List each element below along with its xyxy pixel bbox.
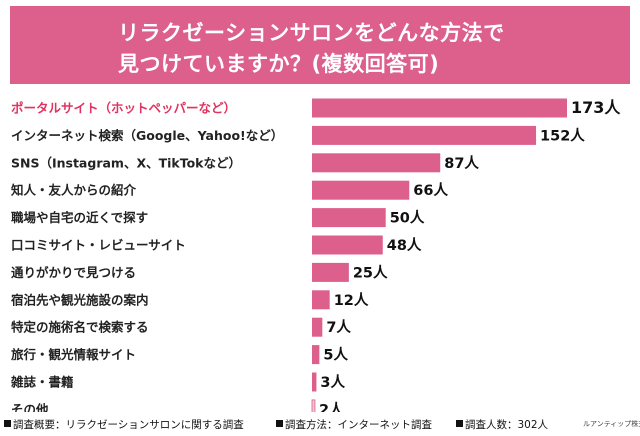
value-label: 5人 bbox=[323, 347, 348, 364]
bar bbox=[312, 372, 317, 392]
company-name: ルアンティップ株式会社 bbox=[583, 420, 640, 428]
value-label: 173人 bbox=[571, 98, 621, 117]
bar bbox=[312, 125, 537, 145]
bullet-square-icon bbox=[276, 420, 283, 427]
category-label: 宿泊先や観光施設の案内 bbox=[11, 292, 149, 307]
bar bbox=[312, 98, 567, 118]
bar bbox=[312, 317, 323, 337]
value-label: 7人 bbox=[326, 319, 351, 336]
bar bbox=[312, 208, 386, 228]
bullet-square-icon bbox=[456, 420, 463, 427]
category-label: その他 bbox=[11, 402, 49, 412]
category-label: 知人・友人からの紹介 bbox=[10, 183, 137, 198]
category-label: ポータルサイト（ホットペッパーなど） bbox=[11, 101, 236, 116]
footer-survey-summary: 調査概要：リラクゼーションサロンに関する調査 bbox=[4, 417, 244, 432]
category-label: SNS（Instagram、X、TikTokなど） bbox=[11, 155, 241, 170]
survey-footer: 調査概要：リラクゼーションサロンに関する調査 調査方法：インターネット調査 調査… bbox=[0, 414, 640, 434]
category-label: 職場や自宅の近くで探す bbox=[11, 210, 148, 225]
category-label: 旅行・観光情報サイト bbox=[10, 347, 136, 362]
footer-survey-method: 調査方法：インターネット調査 bbox=[276, 417, 432, 432]
bar bbox=[311, 399, 316, 412]
bar bbox=[312, 180, 410, 200]
bar bbox=[312, 290, 330, 310]
value-label: 50人 bbox=[390, 210, 425, 227]
category-label: 特定の施術名で検索する bbox=[11, 320, 149, 335]
footer-respondents: 調査人数：302人 bbox=[456, 417, 548, 432]
value-label: 3人 bbox=[320, 374, 345, 391]
category-label: インターネット検索（Google、Yahoo!など） bbox=[11, 128, 283, 143]
title-banner: リラクゼーションサロンをどんな方法で 見つけていますか？(複数回答可) bbox=[10, 6, 630, 84]
bar bbox=[312, 262, 349, 282]
category-label: 口コミサイト・レビューサイト bbox=[11, 238, 186, 253]
value-label: 66人 bbox=[413, 182, 448, 199]
category-label: 通りがかりで見つける bbox=[11, 265, 136, 280]
category-label: 雑誌・書籍 bbox=[10, 375, 74, 390]
chart-title-line-1: リラクゼーションサロンをどんな方法で bbox=[118, 21, 505, 45]
bar bbox=[312, 345, 320, 365]
chart-title-line-2: 見つけていますか？(複数回答可) bbox=[118, 52, 440, 76]
bar bbox=[312, 235, 383, 255]
value-label: 25人 bbox=[353, 264, 388, 281]
value-label: 12人 bbox=[334, 292, 369, 309]
bar bbox=[312, 153, 441, 173]
value-label: 87人 bbox=[444, 155, 479, 172]
value-label: 152人 bbox=[540, 127, 585, 144]
value-label: 48人 bbox=[387, 237, 422, 254]
value-label: 2人 bbox=[319, 401, 344, 412]
bullet-square-icon bbox=[4, 420, 11, 427]
bar-chart: ポータルサイト（ホットペッパーなど） 173人インターネット検索（Google、Y… bbox=[10, 98, 621, 412]
